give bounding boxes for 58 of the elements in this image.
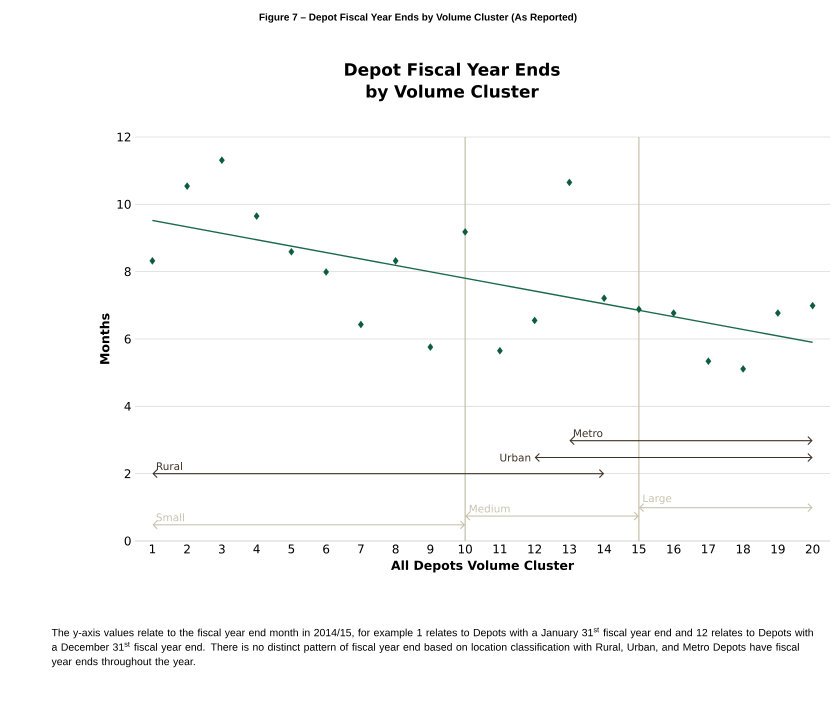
x-tick-label: 20	[806, 544, 820, 554]
point	[462, 228, 468, 236]
point	[566, 178, 572, 186]
x-tick-label: 1	[150, 544, 156, 554]
series-label: Medium	[470, 504, 510, 513]
x-tick-label: 12	[528, 544, 542, 554]
series-label: Urban	[500, 453, 530, 462]
x-tick-label: 10	[458, 544, 472, 554]
point	[670, 309, 677, 317]
x-tick-label: 2	[184, 544, 190, 554]
point	[532, 316, 538, 324]
y-tick-label: 12	[118, 132, 130, 142]
x-tick-label: 16	[667, 544, 680, 554]
x-axis-title: All Depots Volume Cluster	[391, 560, 574, 572]
y-tick-label: 6	[124, 334, 131, 344]
point	[358, 320, 364, 328]
point	[636, 306, 642, 314]
x-tick-label: 9	[427, 544, 434, 554]
x-tick-label: 5	[288, 544, 294, 554]
x-tick-label: 6	[323, 544, 330, 554]
text: The y-axis values relate to the fiscal year end month in 2014/15, for example 1 relates to Depots with a January 31$^{st}$ fiscal year end and 12 relates to Depots with a December 31$^{st}$ fiscal year end. There is no distinct pattern of fiscal year end based on location classification with Rural, Urban, and Metro Depots have fiscal year ends throughout the year.	[52, 628, 813, 668]
series-label: Rural	[156, 462, 182, 470]
series-label: Metro	[574, 429, 602, 438]
y-tick-label: 8	[124, 267, 131, 276]
y-tick-label: 10	[118, 200, 131, 209]
point	[149, 257, 156, 265]
x-tick-label: 4	[253, 544, 260, 554]
point	[601, 294, 608, 302]
x-tick-label: 7	[358, 544, 364, 554]
x-tick-label: 8	[392, 544, 399, 554]
chart-title: Figure 7 – Depot Fiscal Year Ends by Volume Cluster (As Reported)	[260, 13, 577, 23]
y-tick-label: 0	[124, 536, 131, 546]
series-label: Small	[156, 513, 184, 522]
y-tick-label: 4	[124, 402, 131, 411]
x-tick-label: 11	[494, 544, 506, 554]
y-tick-label: 2	[124, 469, 130, 478]
point	[774, 309, 781, 317]
point	[392, 257, 399, 265]
point	[810, 302, 816, 310]
x-tick-label: 18	[736, 544, 750, 554]
x-tick-label: 3	[218, 544, 225, 554]
x-tick-label: 15	[632, 544, 646, 554]
point	[705, 357, 712, 365]
x-tick-label: 19	[772, 544, 785, 554]
point	[184, 182, 190, 190]
x-tick-label: 13	[563, 544, 576, 554]
x-tick-label: 14	[598, 544, 612, 554]
y-axis-title: Months	[100, 314, 110, 364]
point	[427, 343, 434, 351]
point	[740, 365, 746, 373]
point	[496, 346, 503, 355]
point	[323, 268, 330, 276]
series-label: Large	[643, 494, 672, 504]
point	[288, 248, 294, 256]
chart-subtitle: Depot Fiscal Year Ends by Volume Cluster	[345, 62, 560, 102]
point	[254, 212, 260, 220]
x-tick-label: 17	[702, 544, 715, 554]
point	[218, 156, 225, 164]
